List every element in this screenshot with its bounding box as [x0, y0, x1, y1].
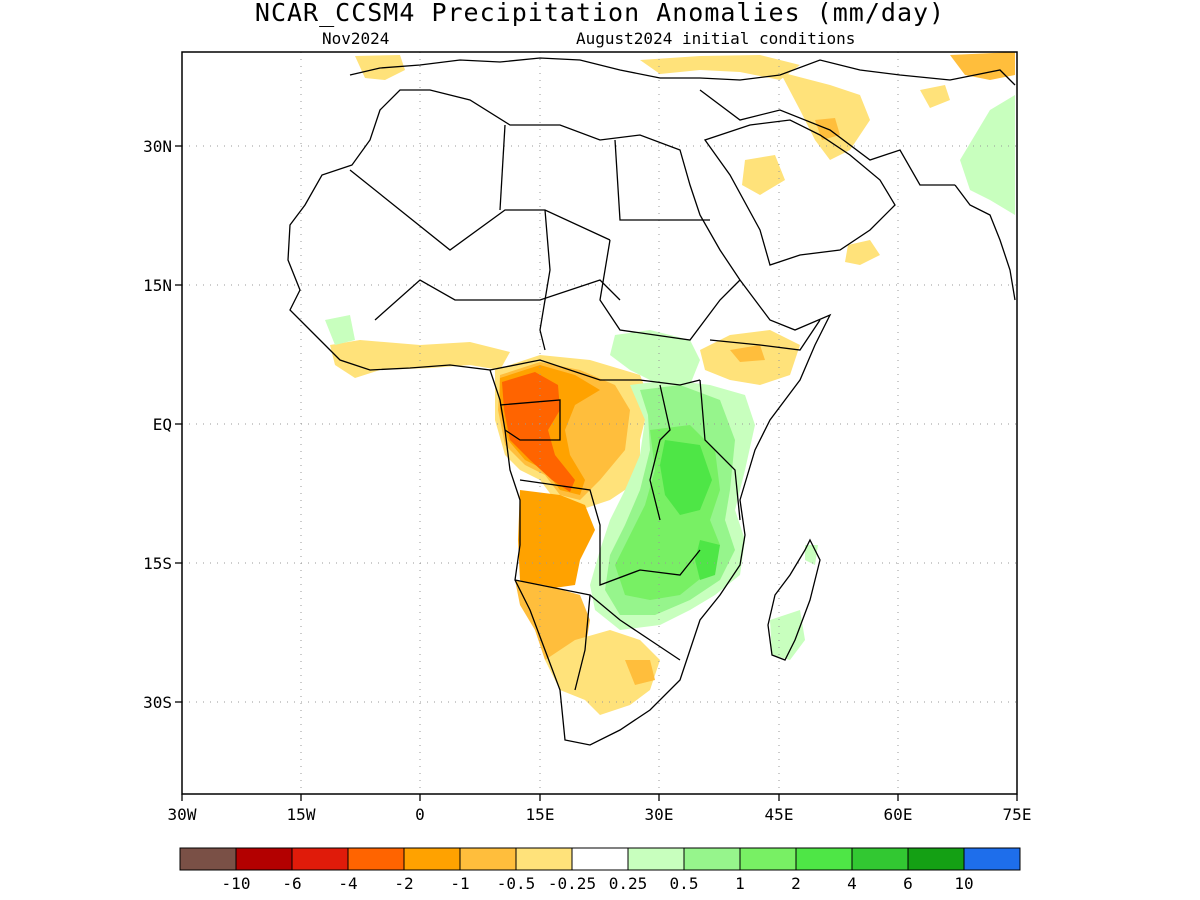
- colorbar-label: 4: [847, 874, 857, 893]
- border-south-2: [514, 579, 591, 691]
- colorbar-swatch: [235, 847, 293, 871]
- wet-patch-sudan: [610, 330, 700, 385]
- colorbar-swatch: [347, 847, 405, 871]
- border-east-1: [649, 384, 671, 521]
- colorbar-swatch: [963, 847, 1021, 871]
- colorbar-label: -2: [394, 874, 413, 893]
- colorbar-swatch: [627, 847, 685, 871]
- coastlines-and-borders: [287, 57, 1016, 746]
- colorbar-label: 0.5: [670, 874, 699, 893]
- colorbar-swatch: [571, 847, 629, 871]
- border-sudan: [599, 239, 741, 341]
- dry-patch-iran: [920, 85, 950, 108]
- anomaly-shading: [325, 52, 1015, 715]
- longitude-axis: 30W 15W 0 15E 30E 45E 60E 75E: [168, 794, 1032, 824]
- dry-patch-arabia-s: [845, 240, 880, 265]
- border-west-africa-3: [614, 139, 710, 221]
- dry-patch-med-east: [640, 55, 800, 80]
- colorbar-label: 6: [903, 874, 913, 893]
- dry-patch-horn-core: [730, 345, 765, 362]
- colorbar-label: 1: [735, 874, 745, 893]
- colorbar-swatch: [795, 847, 853, 871]
- colorbar-swatch: [739, 847, 797, 871]
- colorbar-swatch: [291, 847, 349, 871]
- latitude-axis: 30N 15N EQ 15S 30S: [143, 137, 182, 712]
- border-west-africa-1: [349, 169, 611, 251]
- border-central-1: [489, 359, 701, 386]
- wet-patch-india: [960, 95, 1015, 215]
- dry-patch-angola: [518, 490, 595, 590]
- forecast-month-label: Nov2024: [322, 29, 390, 48]
- dry-patch-central-asia: [950, 52, 1015, 80]
- map-frame: [181, 51, 1018, 795]
- colorbar-label: -6: [282, 874, 301, 893]
- dry-patch-south-africa-core: [625, 660, 655, 685]
- india-coastline: [954, 184, 1016, 301]
- colorbar-label: -0.5: [497, 874, 536, 893]
- border-east-2: [699, 379, 741, 521]
- colorbar-swatch: [515, 847, 573, 871]
- dry-patch-central-strong: [502, 372, 575, 492]
- x-tick-label: 15W: [287, 805, 316, 824]
- border-west-africa-2: [499, 124, 506, 211]
- africa-coastline: [287, 89, 832, 746]
- x-tick-label: 15E: [526, 805, 555, 824]
- border-mideast: [699, 89, 955, 186]
- dry-patch-arabia-n: [742, 155, 785, 195]
- colorbar-label: -10: [222, 874, 251, 893]
- dry-patch-south-africa: [545, 630, 660, 715]
- colorbar-label: -4: [338, 874, 357, 893]
- colorbar-label: -1: [450, 874, 469, 893]
- colorbar-swatch: [683, 847, 741, 871]
- border-central-2: [499, 399, 561, 441]
- colorbar-swatch: [851, 847, 909, 871]
- border-sahel: [374, 279, 621, 321]
- y-tick-label: 30S: [143, 693, 172, 712]
- x-tick-label: 30E: [645, 805, 674, 824]
- colorbar-swatch: [179, 847, 237, 871]
- border-south-3: [589, 594, 681, 661]
- x-tick-label: 0: [415, 805, 425, 824]
- map-title: NCAR_CCSM4 Precipitation Anomalies (mm/d…: [254, 0, 946, 27]
- colorbar-label: 2: [791, 874, 801, 893]
- wet-patch-mozambique: [695, 540, 720, 580]
- colorbar-swatch: [403, 847, 461, 871]
- x-tick-label: 30W: [168, 805, 197, 824]
- border-south-1: [519, 479, 701, 586]
- y-tick-label: EQ: [153, 415, 172, 434]
- colorbar: -10 -6 -4 -2 -1 -0.5 -0.25 0.25 0.5 1 2 4 6 10: [179, 847, 1021, 893]
- europe-coastline: [349, 57, 1016, 86]
- x-tick-label: 45E: [765, 805, 794, 824]
- dry-patch-guinea-coast: [330, 340, 510, 378]
- colorbar-swatch: [907, 847, 965, 871]
- madagascar-coastline: [767, 538, 821, 661]
- graticule: [182, 52, 1017, 794]
- arabia-coastline: [703, 119, 896, 266]
- border-sahel-2: [539, 209, 551, 351]
- y-tick-label: 30N: [143, 137, 172, 156]
- initial-conditions-label: August2024 initial conditions: [576, 29, 856, 48]
- border-horn: [709, 319, 821, 351]
- colorbar-label: 0.25: [609, 874, 648, 893]
- x-tick-label: 75E: [1003, 805, 1032, 824]
- colorbar-label: 10: [954, 874, 973, 893]
- x-tick-label: 60E: [884, 805, 913, 824]
- wet-patch-guinea: [325, 315, 355, 345]
- colorbar-swatch: [459, 847, 517, 871]
- dry-patch-mideast: [780, 72, 870, 160]
- colorbar-label: -0.25: [548, 874, 596, 893]
- wet-patch-east-africa-strong: [660, 440, 712, 515]
- y-tick-label: 15N: [143, 276, 172, 295]
- y-tick-label: 15S: [143, 554, 172, 573]
